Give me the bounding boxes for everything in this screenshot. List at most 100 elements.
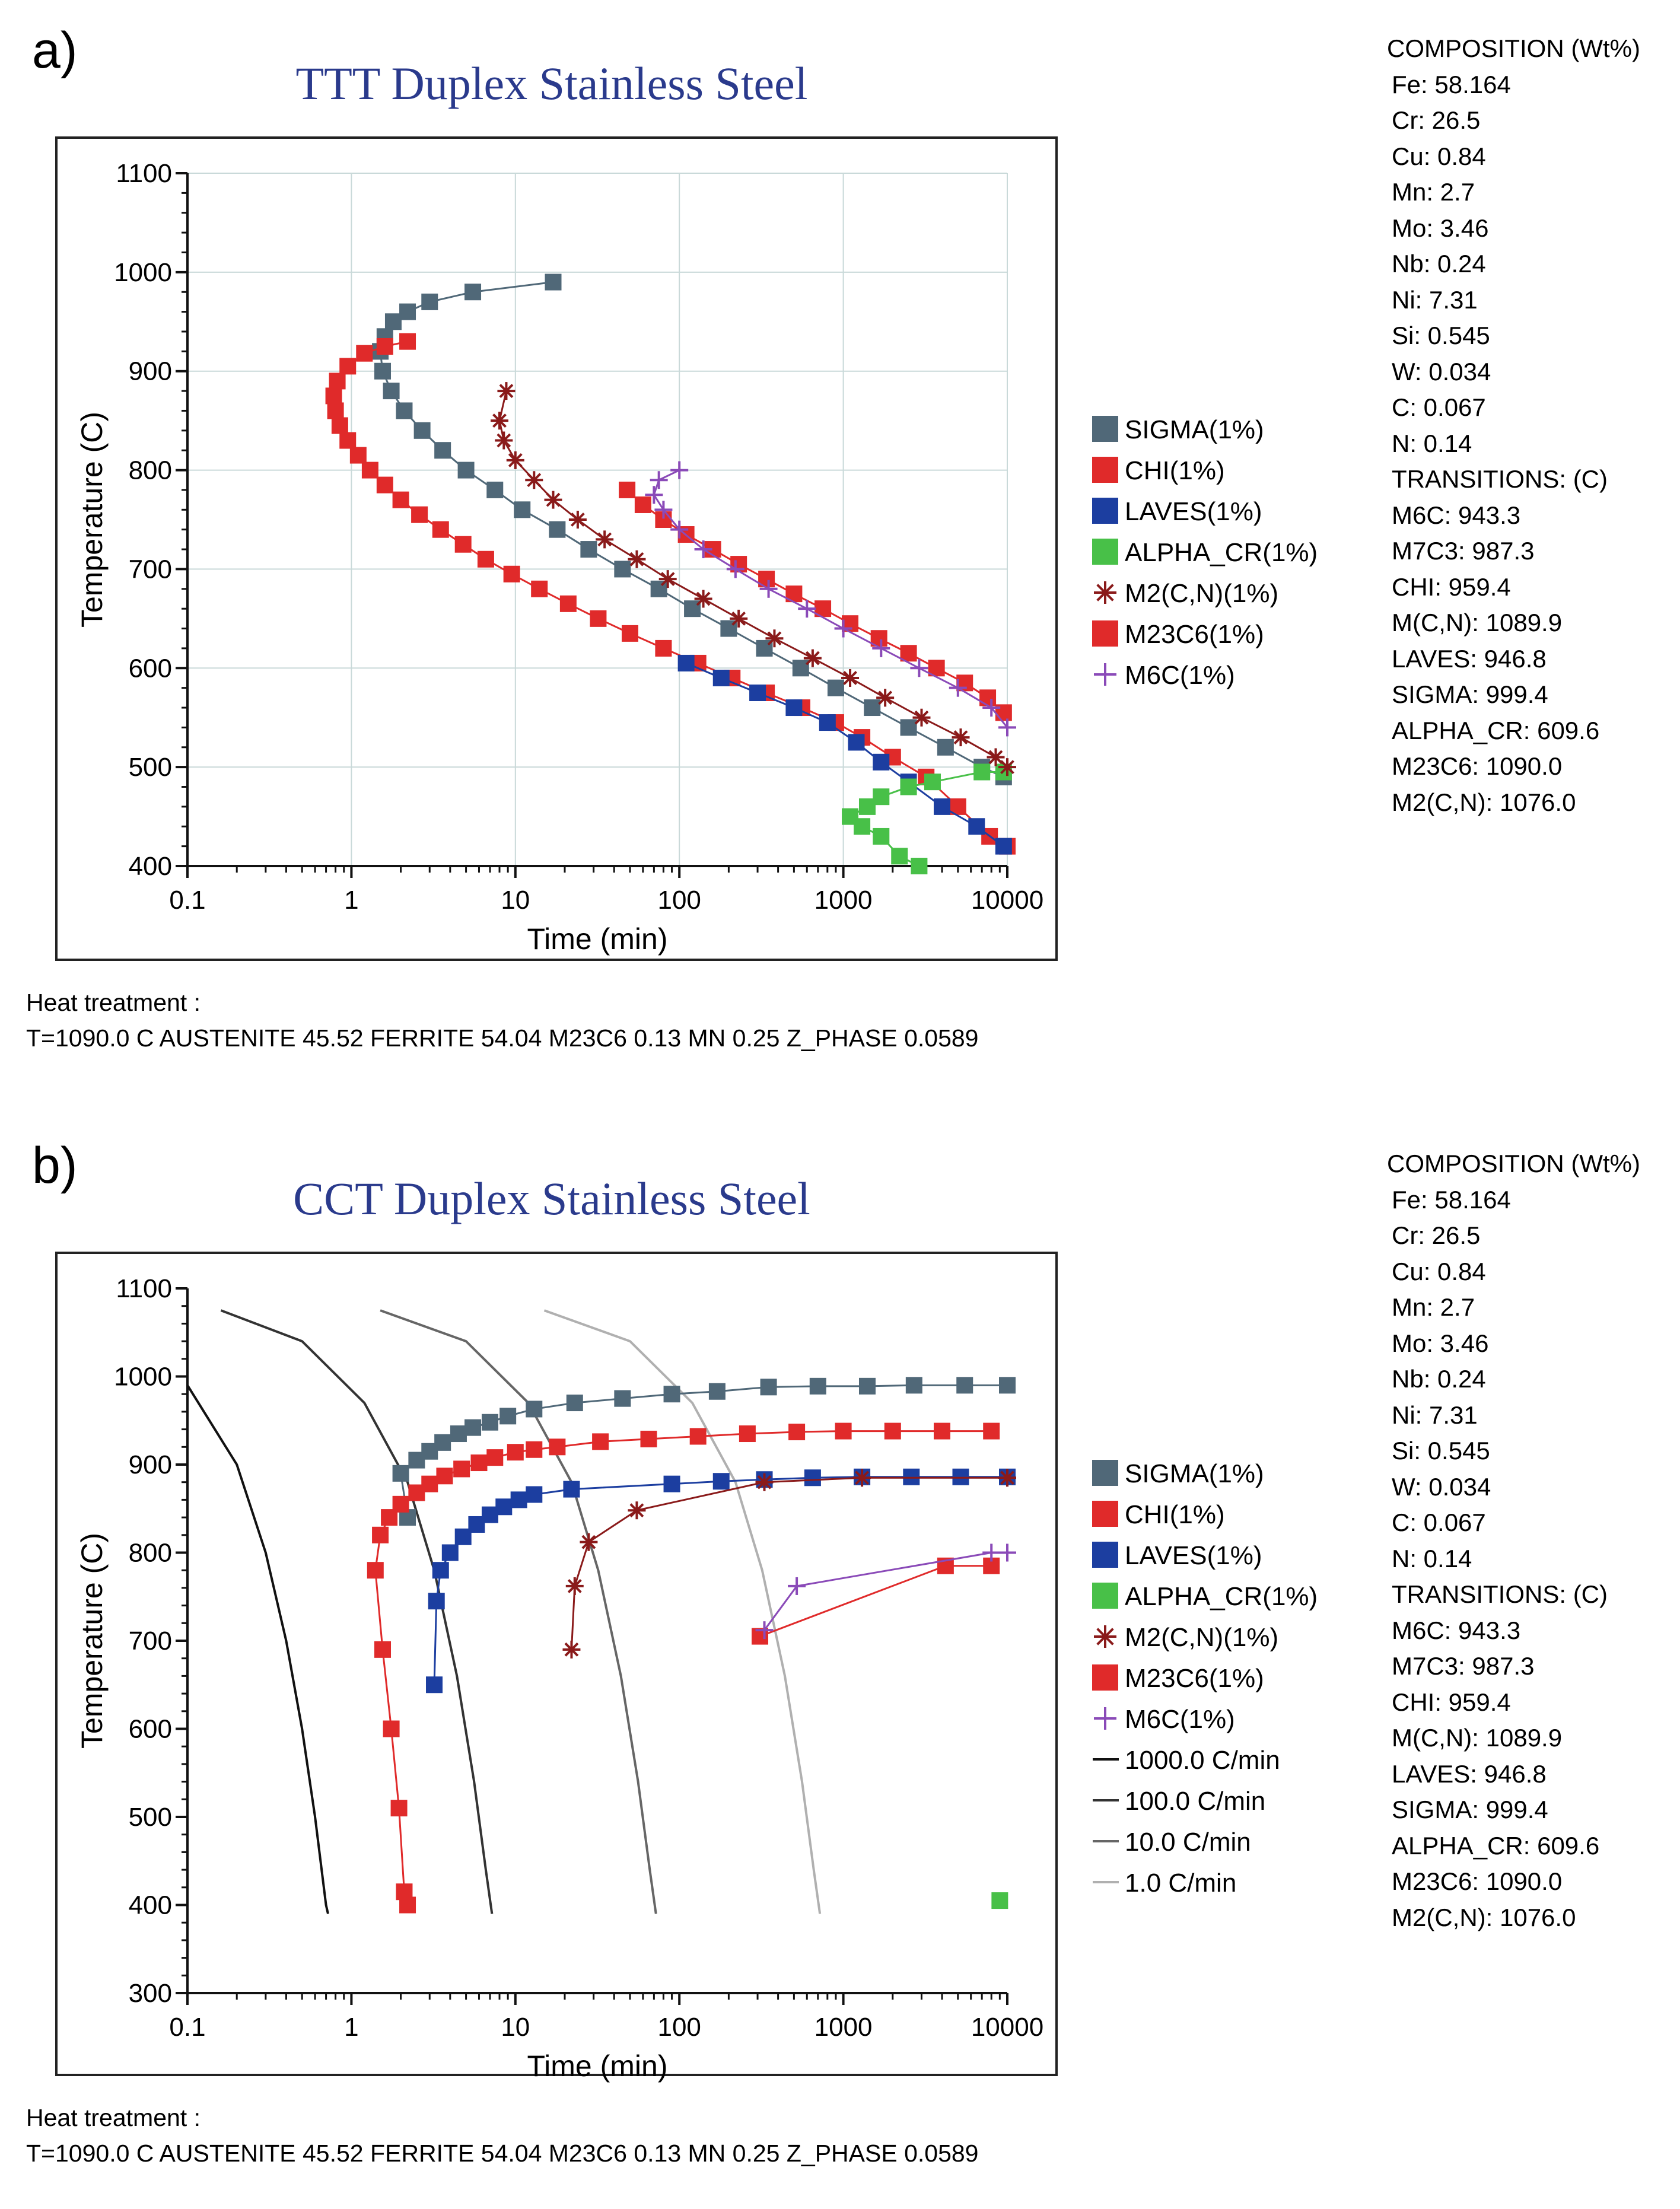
series-alpha-cr-1	[991, 1892, 1008, 1909]
legend-marker	[1092, 1542, 1118, 1568]
legend-label: SIGMA(1%)	[1125, 415, 1264, 444]
transition-item: M23C6: 1090.0	[1392, 1867, 1563, 1895]
composition-header: COMPOSITION (Wt%)	[1387, 1150, 1640, 1177]
series-sigma-1	[372, 273, 1012, 785]
data-point	[912, 708, 931, 727]
y-axis-label: Temperature (C)	[75, 1533, 109, 1749]
data-point	[436, 1468, 453, 1485]
cooling-curve-1000-0-c-min	[186, 1384, 329, 1914]
data-point	[819, 714, 836, 731]
legend-label: M23C6(1%)	[1125, 1664, 1264, 1693]
transition-item: SIGMA: 999.4	[1392, 680, 1548, 708]
data-point	[331, 417, 348, 434]
cooling-curve-100-0-c-min	[220, 1309, 494, 1914]
data-point	[526, 1441, 543, 1458]
x-axis-label: Time (min)	[527, 922, 667, 956]
y-tick-label: 1000	[114, 258, 172, 287]
series-line	[763, 1552, 1007, 1631]
y-tick-label: 400	[129, 852, 172, 881]
data-point	[663, 1386, 680, 1403]
chart-plot-cct: 300 400 500 600 700 800 900 1000 1100 0.1 1 10 100 10…	[75, 1274, 1043, 2083]
data-point	[614, 1390, 631, 1407]
data-point	[670, 520, 689, 539]
data-point	[998, 758, 1016, 776]
composition-item: N: 0.14	[1392, 1544, 1472, 1573]
data-point	[349, 447, 367, 464]
data-point	[545, 273, 562, 291]
legend-marker	[1093, 1840, 1119, 1842]
data-point	[495, 1498, 513, 1516]
chart-plot-ttt: 400 500 600 700 800 900 1000 1100 0.1 1 10 100 1000 1…	[75, 159, 1043, 956]
legend-swatch	[1094, 1625, 1116, 1648]
legend-label: M2(C,N)(1%)	[1125, 579, 1279, 608]
composition-item: Mn: 2.7	[1392, 1293, 1475, 1321]
data-point	[689, 1428, 707, 1445]
data-point	[549, 1438, 566, 1456]
x-tick-label: 10000	[971, 2013, 1043, 2042]
panel-ttt: a) TTT Duplex Stainless Steel 400 500 600 7…	[0, 0, 1680, 1094]
composition-item: Cr: 26.5	[1392, 1221, 1481, 1249]
data-point	[910, 659, 928, 677]
x-tick-label: 0.1	[169, 886, 205, 915]
data-point	[905, 1377, 922, 1394]
legend-label: CHI(1%)	[1125, 1500, 1225, 1529]
transitions-header: TRANSITIONS: (C)	[1392, 465, 1608, 493]
data-point	[392, 1465, 409, 1482]
y-tick-label: 800	[129, 456, 172, 485]
data-point	[510, 1491, 527, 1508]
data-point	[798, 600, 816, 618]
data-point	[663, 1475, 680, 1492]
data-point	[450, 1425, 467, 1443]
data-point	[755, 1621, 774, 1640]
y-tick-label: 800	[129, 1539, 172, 1568]
legend-swatch	[1092, 1542, 1118, 1568]
composition-item: C: 0.067	[1392, 1508, 1486, 1536]
y-tick-label: 1100	[116, 1274, 172, 1303]
series-line	[759, 1565, 992, 1637]
data-point	[376, 476, 393, 494]
y-tick-label: 1100	[116, 159, 172, 188]
data-point	[760, 1379, 777, 1396]
cooling-curve-1-0-c-min	[543, 1309, 822, 1914]
legend-marker	[1092, 620, 1118, 647]
legend-label: 10.0 C/min	[1125, 1828, 1251, 1857]
panel-label: a)	[32, 22, 78, 79]
series-laves-1	[677, 654, 1012, 855]
heat-treatment-text: T=1090.0 C AUSTENITE 45.52 FERRITE 54.04…	[26, 2140, 979, 2167]
chart-frame	[55, 136, 1058, 961]
data-point	[900, 778, 917, 795]
x-tick-label: 10	[501, 886, 530, 915]
data-point	[396, 1883, 413, 1901]
legend-swatch	[1092, 620, 1118, 647]
data-point	[934, 1422, 951, 1440]
data-point	[434, 1434, 451, 1451]
data-point	[486, 481, 504, 498]
data-point	[873, 827, 890, 845]
data-point	[491, 412, 509, 430]
data-point	[383, 1720, 400, 1737]
data-point	[514, 501, 531, 518]
data-point	[765, 629, 784, 648]
data-point	[864, 699, 881, 717]
legend-marker	[1094, 663, 1116, 686]
data-point	[434, 442, 451, 459]
x-tick-label: 10000	[971, 886, 1043, 915]
data-point	[526, 1400, 543, 1418]
legend-label: M23C6(1%)	[1125, 620, 1264, 649]
data-point	[457, 461, 475, 479]
x-axis-label: Time (min)	[527, 2049, 667, 2083]
data-point	[834, 619, 852, 638]
composition-item: Fe: 58.164	[1392, 1185, 1511, 1214]
legend-label: ALPHA_CR(1%)	[1125, 538, 1318, 567]
cooling-curve-line	[186, 1384, 329, 1914]
data-point	[580, 541, 597, 558]
composition-item: Cr: 26.5	[1392, 106, 1481, 134]
series-m2-c-n-1	[491, 382, 1016, 776]
data-point	[531, 580, 548, 597]
transition-item: M23C6: 1090.0	[1392, 752, 1563, 780]
x-tick-label: 1	[344, 2013, 358, 2042]
transition-item: SIGMA: 999.4	[1392, 1796, 1548, 1823]
data-point	[788, 1577, 806, 1595]
legend-marker	[1093, 1799, 1119, 1801]
data-point	[325, 387, 342, 405]
